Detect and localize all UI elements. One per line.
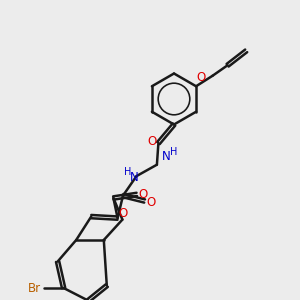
Text: H: H xyxy=(170,147,177,157)
Text: H: H xyxy=(124,167,132,177)
Text: O: O xyxy=(139,188,148,201)
Text: O: O xyxy=(118,207,127,220)
Text: N: N xyxy=(130,171,139,184)
Text: O: O xyxy=(197,71,206,84)
Text: N: N xyxy=(162,150,171,163)
Text: O: O xyxy=(147,135,156,148)
Text: O: O xyxy=(146,196,155,209)
Text: Br: Br xyxy=(28,281,41,295)
